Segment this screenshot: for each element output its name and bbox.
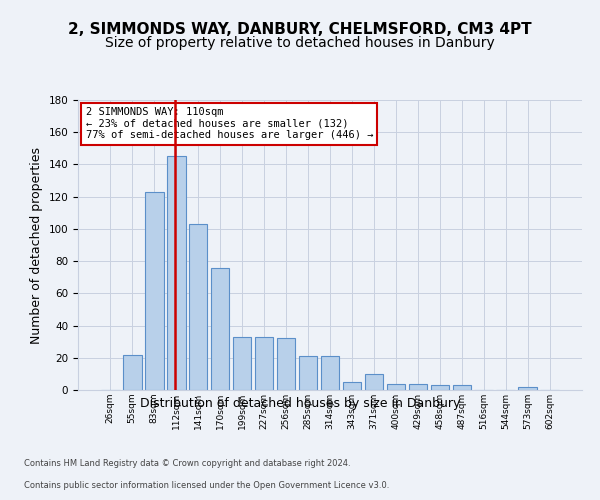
Bar <box>343 382 361 390</box>
Bar <box>299 356 317 390</box>
Text: Contains public sector information licensed under the Open Government Licence v3: Contains public sector information licen… <box>24 481 389 490</box>
Bar <box>233 337 251 390</box>
Bar <box>211 268 229 390</box>
Text: Size of property relative to detached houses in Danbury: Size of property relative to detached ho… <box>105 36 495 50</box>
Bar <box>255 337 274 390</box>
Bar <box>145 192 164 390</box>
Bar <box>518 387 537 390</box>
Bar <box>189 224 208 390</box>
Bar <box>409 384 427 390</box>
Bar <box>277 338 295 390</box>
Bar <box>123 354 142 390</box>
Bar <box>167 156 185 390</box>
Y-axis label: Number of detached properties: Number of detached properties <box>30 146 43 344</box>
Bar <box>386 384 405 390</box>
Text: Contains HM Land Registry data © Crown copyright and database right 2024.: Contains HM Land Registry data © Crown c… <box>24 458 350 468</box>
Text: 2 SIMMONDS WAY: 110sqm
← 23% of detached houses are smaller (132)
77% of semi-de: 2 SIMMONDS WAY: 110sqm ← 23% of detached… <box>86 108 373 140</box>
Bar <box>365 374 383 390</box>
Bar <box>452 385 471 390</box>
Text: 2, SIMMONDS WAY, DANBURY, CHELMSFORD, CM3 4PT: 2, SIMMONDS WAY, DANBURY, CHELMSFORD, CM… <box>68 22 532 38</box>
Bar <box>431 385 449 390</box>
Text: Distribution of detached houses by size in Danbury: Distribution of detached houses by size … <box>140 398 460 410</box>
Bar <box>320 356 340 390</box>
